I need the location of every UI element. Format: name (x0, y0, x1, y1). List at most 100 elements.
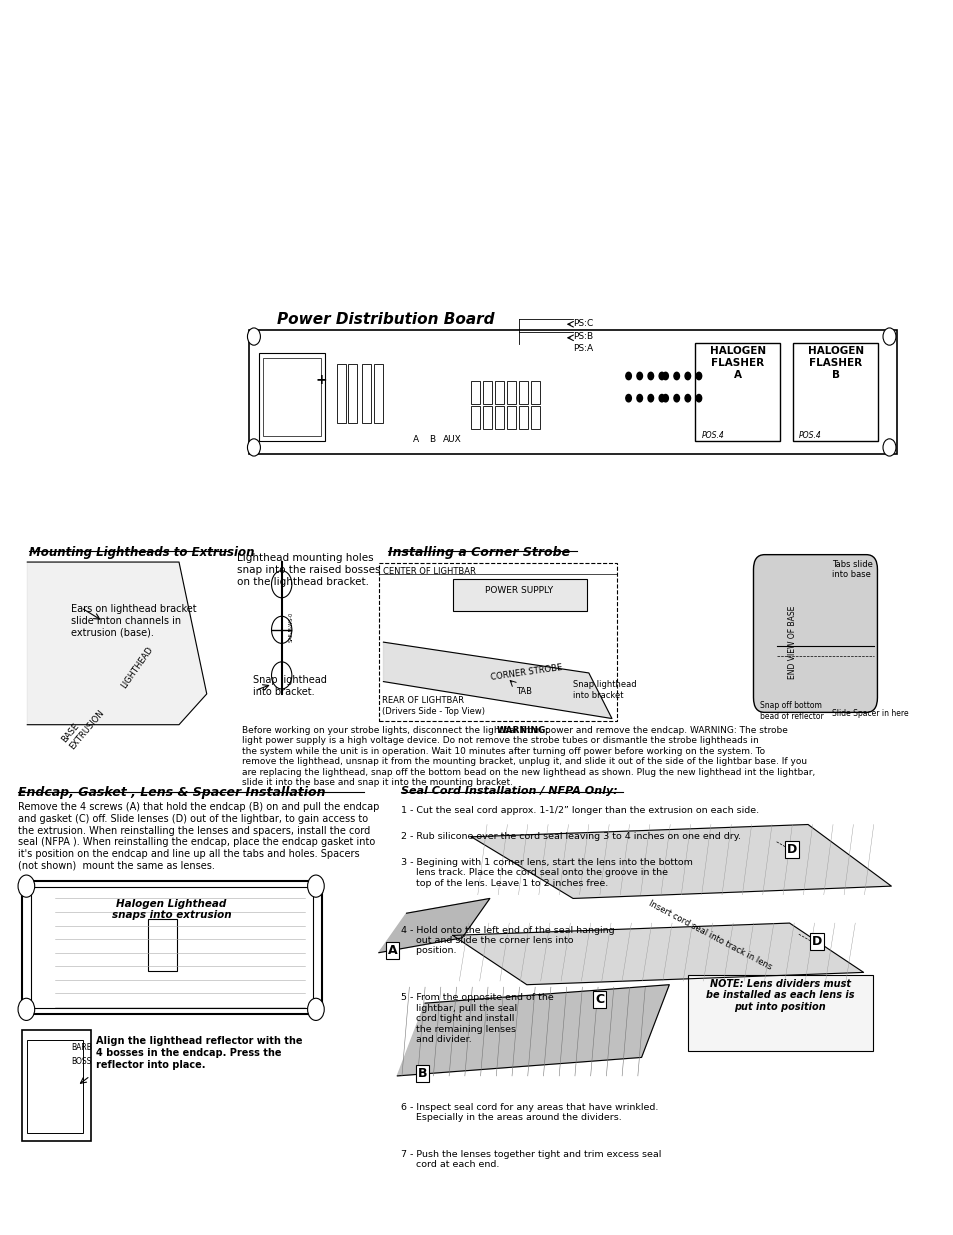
Text: Power Distribution Board: Power Distribution Board (276, 312, 494, 327)
Polygon shape (28, 562, 207, 725)
Circle shape (659, 394, 664, 401)
Text: POS.4: POS.4 (701, 431, 723, 441)
Text: Mounting Lightheads to Extrusion: Mounting Lightheads to Extrusion (30, 546, 254, 559)
Text: Snap lighthead
into bracket: Snap lighthead into bracket (573, 680, 636, 700)
Circle shape (625, 394, 631, 401)
Circle shape (307, 876, 324, 897)
Text: BOSS: BOSS (71, 1057, 92, 1066)
Bar (22, 1030, 91, 1141)
Circle shape (673, 372, 679, 379)
Circle shape (684, 372, 690, 379)
Polygon shape (378, 898, 489, 952)
Bar (362, 363, 370, 422)
Text: Halogen Lighthead
snaps into extrusion: Halogen Lighthead snaps into extrusion (112, 899, 232, 920)
Text: 6 - Inspect seal cord for any areas that have wrinkled.
     Especially in the a: 6 - Inspect seal cord for any areas that… (400, 1103, 658, 1123)
Text: Align the lighthead reflector with the
4 bosses in the endcap. Press the
reflect: Align the lighthead reflector with the 4… (95, 1036, 302, 1070)
Text: 5 - From the opposite end of the
     lightbar, pull the seal
     cord tight an: 5 - From the opposite end of the lightba… (400, 993, 553, 1044)
Circle shape (307, 998, 324, 1020)
Text: Slide Spacer in here: Slide Spacer in here (831, 709, 908, 718)
Bar (531, 405, 539, 429)
Circle shape (662, 372, 668, 379)
Polygon shape (396, 984, 669, 1076)
Circle shape (247, 438, 260, 456)
Text: CENTER OF LIGHTBAR: CENTER OF LIGHTBAR (383, 567, 476, 576)
Text: 3 - Begining with 1 corner lens, start the lens into the bottom
     lens track.: 3 - Begining with 1 corner lens, start t… (400, 858, 692, 888)
Text: POWER SUPPLY: POWER SUPPLY (485, 585, 553, 595)
Bar (258, 352, 325, 441)
Bar (518, 405, 527, 429)
Bar (507, 405, 516, 429)
Text: A: A (388, 944, 397, 957)
Text: Insert cord seal into track in lens: Insert cord seal into track in lens (646, 898, 773, 971)
Text: BARB: BARB (71, 1042, 92, 1052)
Bar (336, 363, 345, 422)
Text: Seal Cord Installation / NFPA Only:: Seal Cord Installation / NFPA Only: (400, 787, 618, 797)
Text: NOTE: Lens dividers must
be installed as each lens is
put into position: NOTE: Lens dividers must be installed as… (705, 978, 854, 1011)
Text: D: D (811, 935, 821, 948)
Text: D: D (786, 842, 797, 856)
Text: A: A (413, 435, 418, 445)
Bar (758, 561, 873, 706)
Text: LIGHTHEAD: LIGHTHEAD (120, 645, 155, 690)
Text: Endcap, Gasket , Lens & Spacer Installation: Endcap, Gasket , Lens & Spacer Installat… (18, 787, 325, 799)
Circle shape (662, 394, 668, 401)
Bar (793, 343, 878, 441)
Bar (28, 1040, 83, 1132)
Circle shape (637, 372, 641, 379)
Bar (695, 343, 780, 441)
Text: WARNING:: WARNING: (496, 726, 549, 735)
Circle shape (647, 372, 653, 379)
Text: 7 - Push the lenses together tight and trim excess seal
     cord at each end.: 7 - Push the lenses together tight and t… (400, 1150, 660, 1170)
Text: HALOGEN
FLASHER
A: HALOGEN FLASHER A (709, 346, 765, 379)
Text: CORNER STROBE: CORNER STROBE (489, 663, 562, 682)
Text: END VIEW OF BASE: END VIEW OF BASE (787, 605, 796, 679)
Circle shape (696, 372, 701, 379)
Polygon shape (453, 923, 862, 984)
Text: 4 - Hold onto the left end of the seal hanging
     out and slide the corner len: 4 - Hold onto the left end of the seal h… (400, 925, 614, 956)
Text: BASE
EXTRUSION: BASE EXTRUSION (60, 701, 106, 751)
Text: Ears on lighthead bracket
slide inton channels in
extrusion (base).: Ears on lighthead bracket slide inton ch… (71, 604, 196, 637)
Text: SAE-M-WS-0: SAE-M-WS-0 (288, 613, 293, 642)
FancyBboxPatch shape (753, 555, 877, 713)
Bar (22, 882, 322, 1014)
Text: Remove the 4 screws (A) that hold the endcap (B) on and pull the endcap
and gask: Remove the 4 screws (A) that hold the en… (18, 803, 379, 871)
Text: Installing a Corner Strobe: Installing a Corner Strobe (388, 546, 570, 559)
Text: TAB: TAB (516, 687, 531, 695)
Text: Lighthead mounting holes
snap into the raised bosses
on the lighthead bracket.: Lighthead mounting holes snap into the r… (237, 553, 380, 587)
Bar (483, 380, 491, 404)
Circle shape (272, 571, 292, 598)
Bar (495, 380, 503, 404)
Bar (495, 405, 503, 429)
Polygon shape (383, 642, 611, 719)
Circle shape (659, 372, 664, 379)
Bar (471, 405, 479, 429)
Text: PS:A: PS:A (573, 343, 593, 353)
Text: AUX: AUX (442, 435, 461, 445)
Bar (507, 380, 516, 404)
Text: C: C (595, 993, 604, 1007)
Bar (30, 888, 313, 1008)
Circle shape (18, 998, 34, 1020)
Text: B: B (417, 1067, 427, 1079)
Bar (483, 405, 491, 429)
Circle shape (247, 329, 260, 345)
Bar (687, 974, 872, 1051)
Bar (148, 919, 177, 971)
Circle shape (882, 438, 895, 456)
Circle shape (684, 394, 690, 401)
Text: B: B (428, 435, 435, 445)
Text: PS:B: PS:B (573, 332, 593, 341)
Bar (518, 380, 527, 404)
Text: HALOGEN
FLASHER
B: HALOGEN FLASHER B (807, 346, 863, 379)
Text: Snap lighthead
into bracket.: Snap lighthead into bracket. (253, 676, 327, 697)
Circle shape (272, 616, 292, 643)
Bar (378, 563, 617, 721)
Bar (263, 357, 320, 436)
Polygon shape (471, 825, 890, 898)
Text: REAR OF LIGHTBAR
(Drivers Side - Top View): REAR OF LIGHTBAR (Drivers Side - Top Vie… (381, 697, 484, 716)
Circle shape (882, 329, 895, 345)
Bar (374, 363, 382, 422)
Text: Before working on your strobe lights, disconnect the lightbar from power and rem: Before working on your strobe lights, di… (242, 726, 814, 787)
Text: 1 - Cut the seal cord approx. 1-1/2” longer than the extrusion on each side.: 1 - Cut the seal cord approx. 1-1/2” lon… (400, 806, 759, 815)
Text: 2 - Rub silicone over the cord seal leaving 3 to 4 inches on one end dry.: 2 - Rub silicone over the cord seal leav… (400, 832, 740, 841)
